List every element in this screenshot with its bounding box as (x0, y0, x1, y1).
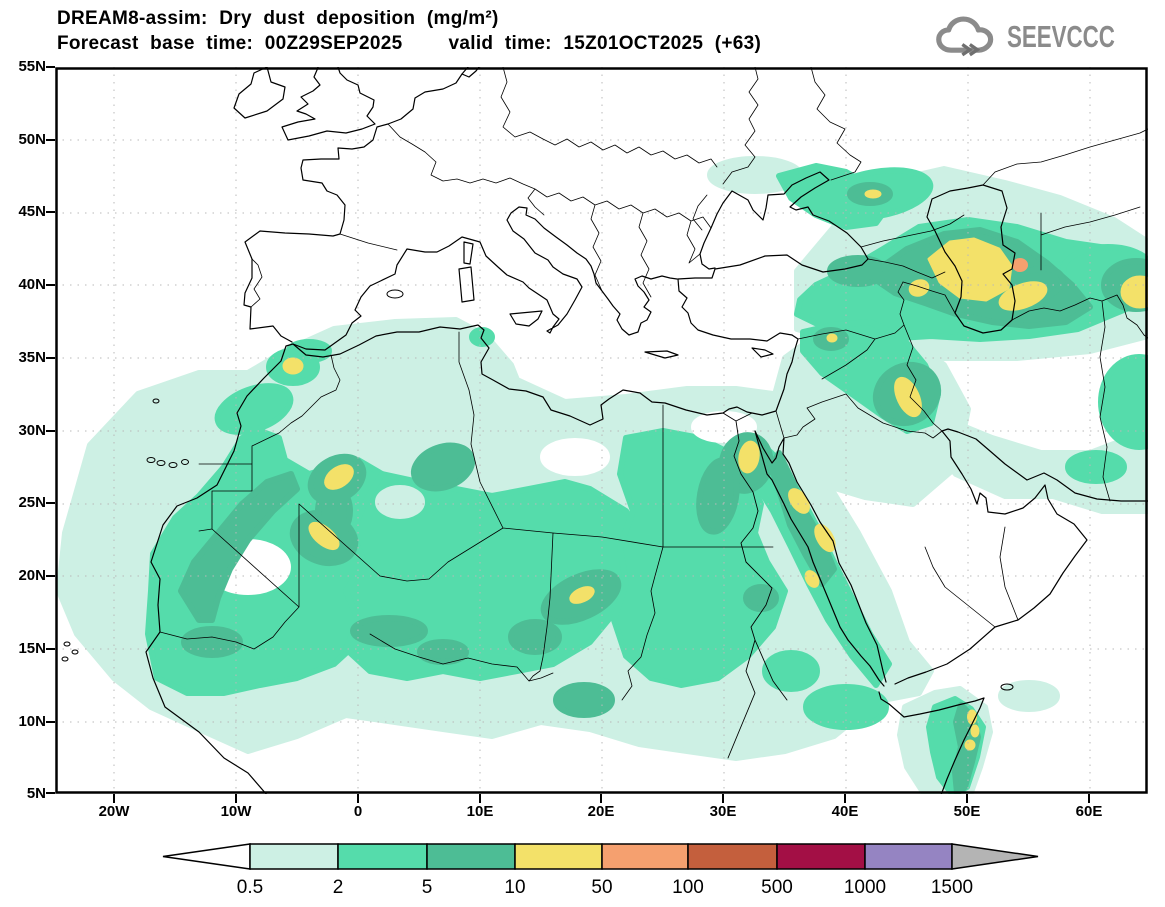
lat-tick-mark (46, 66, 55, 68)
lon-tick-label: 50E (953, 803, 981, 820)
lat-tick-mark (46, 648, 55, 650)
colorbar-canvas: 0.5 2 5 10 50 100 500 1000 1500 (162, 843, 1039, 898)
lon-tick-label: 20W (98, 803, 130, 820)
colorbar-tick-label: 50 (591, 877, 612, 898)
lon-tick-mark (966, 794, 968, 803)
borders-western-europe (250, 66, 718, 308)
colorbar-segment-5-10 (426, 843, 516, 870)
lon-tick-mark (113, 794, 115, 803)
colorbar-segment-0.5-2 (249, 843, 339, 870)
lon-tick-label: 20E (587, 803, 615, 820)
lat-tick-label: 40N (18, 276, 46, 293)
lat-tick-mark (46, 211, 55, 213)
lat-tick-label: 45N (18, 203, 46, 220)
logo-text: SEEVCCC (1007, 19, 1116, 54)
coastline-islands (458, 241, 774, 359)
borders-north-africa (159, 331, 774, 701)
colorbar-segment-1000-1500 (864, 843, 953, 870)
colorbar-tick-label: 0.5 (237, 877, 263, 898)
lat-tick-label: 5N (26, 785, 46, 802)
low-level-hole (375, 485, 425, 519)
lat-tick-mark (46, 430, 55, 432)
lat-tick-mark (46, 502, 55, 504)
lon-tick-label: 60E (1075, 803, 1103, 820)
colorbar-segment-50-100 (601, 843, 689, 870)
coastline-horn-of-africa (754, 430, 985, 796)
map-subtitle: Forecast base time: 00Z29SEP2025 valid t… (57, 31, 761, 56)
coastline-mediterranean-north (292, 206, 678, 351)
coastline-black-sea (699, 171, 869, 270)
forecast-map (55, 66, 1165, 798)
colorbar-tick-label: 1500 (931, 877, 973, 898)
cloud-icon (936, 16, 994, 57)
country-borders (159, 66, 1149, 701)
colorbar-tick-label: 5 (422, 877, 433, 898)
coastline-uk (281, 66, 376, 141)
lon-tick-mark (479, 794, 481, 803)
forecast-base-time: Forecast base time: 00Z29SEP2025 (57, 33, 403, 54)
contour-fill-10-50 (282, 189, 1160, 751)
lat-tick-label: 35N (18, 349, 46, 366)
colorbar-tick-label: 100 (672, 877, 704, 898)
lat-tick-mark (46, 357, 55, 359)
coastlines (61, 66, 1149, 796)
contour-fill-50-100 (1012, 258, 1028, 272)
colorbar: 0.5 2 5 10 50 100 500 1000 1500 (150, 838, 1050, 905)
lon-tick-mark (600, 794, 602, 803)
lon-tick-mark (235, 794, 237, 803)
colorbar-tick-label: 1000 (844, 877, 886, 898)
coastline-africa (145, 324, 799, 796)
colorbar-tick-label: 10 (504, 877, 525, 898)
lon-tick-label: 10E (466, 803, 494, 820)
lat-tick-label: 20N (18, 567, 46, 584)
colorbar-segment-500-1000 (776, 843, 866, 870)
lon-tick-mark (722, 794, 724, 803)
colorbar-tick-label: 500 (761, 877, 793, 898)
colorbar-tick-label: 2 (333, 877, 344, 898)
lat-tick-label: 30N (18, 422, 46, 439)
colorbar-segment-2-5 (337, 843, 428, 870)
lon-tick-mark (844, 794, 846, 803)
map-canvas (55, 66, 1165, 798)
coastline-ireland (233, 66, 286, 119)
cloud-outline (936, 16, 994, 53)
lat-tick-mark (46, 139, 55, 141)
header: DREAM8-assim: Dry dust deposition (mg/m²… (57, 6, 761, 56)
borders-caucasus-central-asia (860, 128, 1149, 502)
lon-tick-mark (357, 794, 359, 803)
colorbar-above-max-arrow (951, 843, 1039, 870)
small-islands (61, 289, 1014, 691)
lon-tick-mark (1088, 794, 1090, 803)
lat-tick-label: 25N (18, 494, 46, 511)
lat-tick-mark (46, 575, 55, 577)
lat-tick-label: 55N (18, 58, 46, 75)
chevron-right-icon (961, 43, 981, 57)
coastline-iberia-france (243, 66, 469, 343)
lat-tick-mark (46, 792, 55, 794)
lat-tick-mark (46, 284, 55, 286)
lon-tick-label: 10W (220, 803, 252, 820)
map-title: DREAM8-assim: Dry dust deposition (mg/m²… (57, 8, 499, 29)
river-nile (722, 412, 788, 759)
lon-tick-label: 40E (831, 803, 859, 820)
coastline-anatolia (677, 254, 869, 342)
lon-tick-label: 0 (353, 803, 363, 820)
lon-tick-label: 30E (709, 803, 737, 820)
colorbar-below-min-arrow (162, 843, 251, 870)
coastline-red-sea-arabia (754, 428, 1149, 685)
lat-tick-label: 10N (18, 713, 46, 730)
map-frame (55, 67, 1148, 794)
colorbar-segment-100-500 (687, 843, 778, 870)
lat-tick-mark (46, 721, 55, 723)
lat-tick-label: 15N (18, 640, 46, 657)
borders-middle-east (775, 281, 1019, 628)
valid-time: valid time: 15Z01OCT2025 (+63) (448, 33, 762, 54)
colorbar-segment-10-50 (514, 843, 603, 870)
borders-eastern-europe (692, 66, 862, 231)
lat-tick-label: 50N (18, 131, 46, 148)
coastline-caspian-sea (926, 184, 1016, 334)
seevccc-logo: SEEVCCC (935, 14, 1157, 60)
